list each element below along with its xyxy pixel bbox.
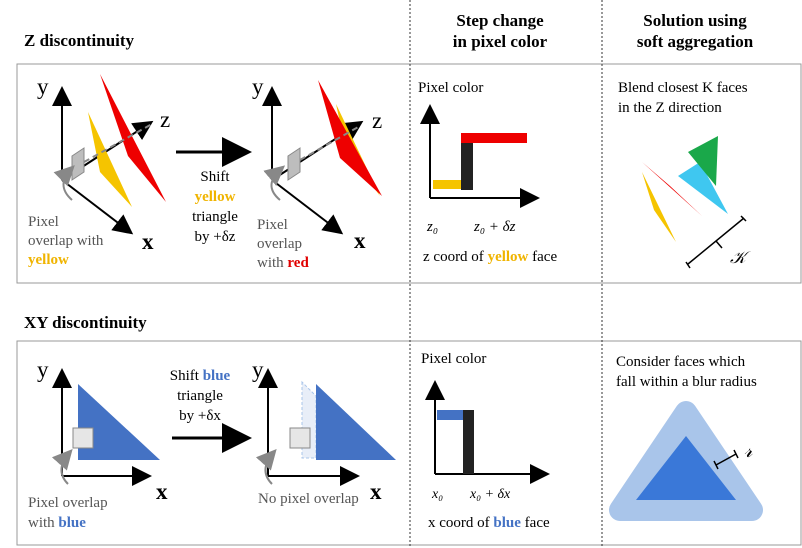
r-label: 𝓇: [744, 440, 753, 462]
xy-left-scene: [51, 368, 160, 486]
z-right-caption: Pixel overlap with red: [257, 217, 309, 271]
x-axis-label: x: [354, 228, 366, 253]
xy-chart-caption: x coord of blue face: [428, 515, 550, 531]
red-face: [642, 162, 702, 216]
blue-face: [636, 436, 736, 500]
xy-step-chart: [425, 380, 550, 484]
xy-solution-text: Consider faces which fall within a blur …: [616, 354, 757, 390]
xy-right-scene: [255, 368, 396, 486]
y-axis-label: y: [252, 74, 264, 99]
xy-chart-ylabel: Pixel color: [421, 351, 487, 367]
xy-solution-art: [609, 401, 763, 521]
xy-tick-2: x₀ + δx: [470, 487, 511, 502]
xy-panel-frame: [16, 340, 802, 546]
xy-section-title: XY discontinuity: [24, 313, 147, 332]
z-tick-2: z₀ + δz: [474, 219, 516, 235]
x-axis-label: x: [370, 479, 382, 504]
radius-marker: [715, 453, 737, 466]
z-chart-ylabel: Pixel color: [418, 80, 484, 96]
pixel-square: [71, 147, 85, 181]
z-left-caption: Pixel overlap with yellow: [28, 214, 104, 268]
high-level-bar: [437, 410, 465, 420]
pointer-arrow: [53, 165, 75, 201]
z-right-scene: [262, 80, 382, 235]
z-shift-caption: Shift yellow triangle by +δz: [192, 169, 238, 245]
z-solution-art: [642, 136, 747, 269]
z-chart-caption: z coord of yellow face: [423, 249, 558, 265]
high-level-bar: [461, 133, 527, 143]
xy-left-caption: Pixel overlap with blue: [28, 495, 108, 531]
blue-triangle: [316, 384, 396, 460]
low-level-bar: [433, 180, 463, 189]
k-label: 𝒦: [730, 248, 746, 267]
y-axis-label: y: [252, 357, 264, 382]
red-triangle: [318, 80, 382, 196]
y-axis-label: y: [37, 357, 49, 382]
ray-line: [83, 123, 153, 163]
solution-header: Solution using soft aggregation: [636, 11, 754, 51]
z-tick-1: z₀: [427, 219, 439, 235]
z-axis-label: z: [160, 107, 171, 132]
x-axis: [61, 179, 134, 235]
z-solution-text: Blend closest K faces in the Z direction: [618, 80, 748, 116]
cyan-face: [678, 162, 728, 214]
xy-tick-1: x₀: [432, 487, 444, 502]
yellow-triangle: [88, 112, 132, 207]
z-axis-label: z: [372, 108, 383, 133]
y-axis-label: y: [37, 74, 49, 99]
z-left-scene: [52, 74, 166, 235]
green-face: [688, 136, 718, 186]
z-step-chart: [420, 104, 540, 208]
z-section-title: Z discontinuity: [24, 31, 135, 50]
x-axis-label: x: [142, 229, 154, 254]
step-change-header: Step change in pixel color: [452, 11, 548, 51]
x-axis-label: x: [156, 479, 168, 504]
pixel-square: [72, 427, 94, 449]
xy-shift-caption: Shift blue triangle by +δx: [169, 368, 231, 424]
step-bar: [463, 410, 474, 474]
z-panel-frame: [16, 63, 802, 284]
step-bar: [461, 141, 473, 190]
yellow-face: [642, 172, 676, 242]
xy-right-caption: No pixel overlap: [258, 491, 359, 507]
blue-triangle: [78, 384, 160, 460]
red-triangle: [100, 74, 166, 202]
